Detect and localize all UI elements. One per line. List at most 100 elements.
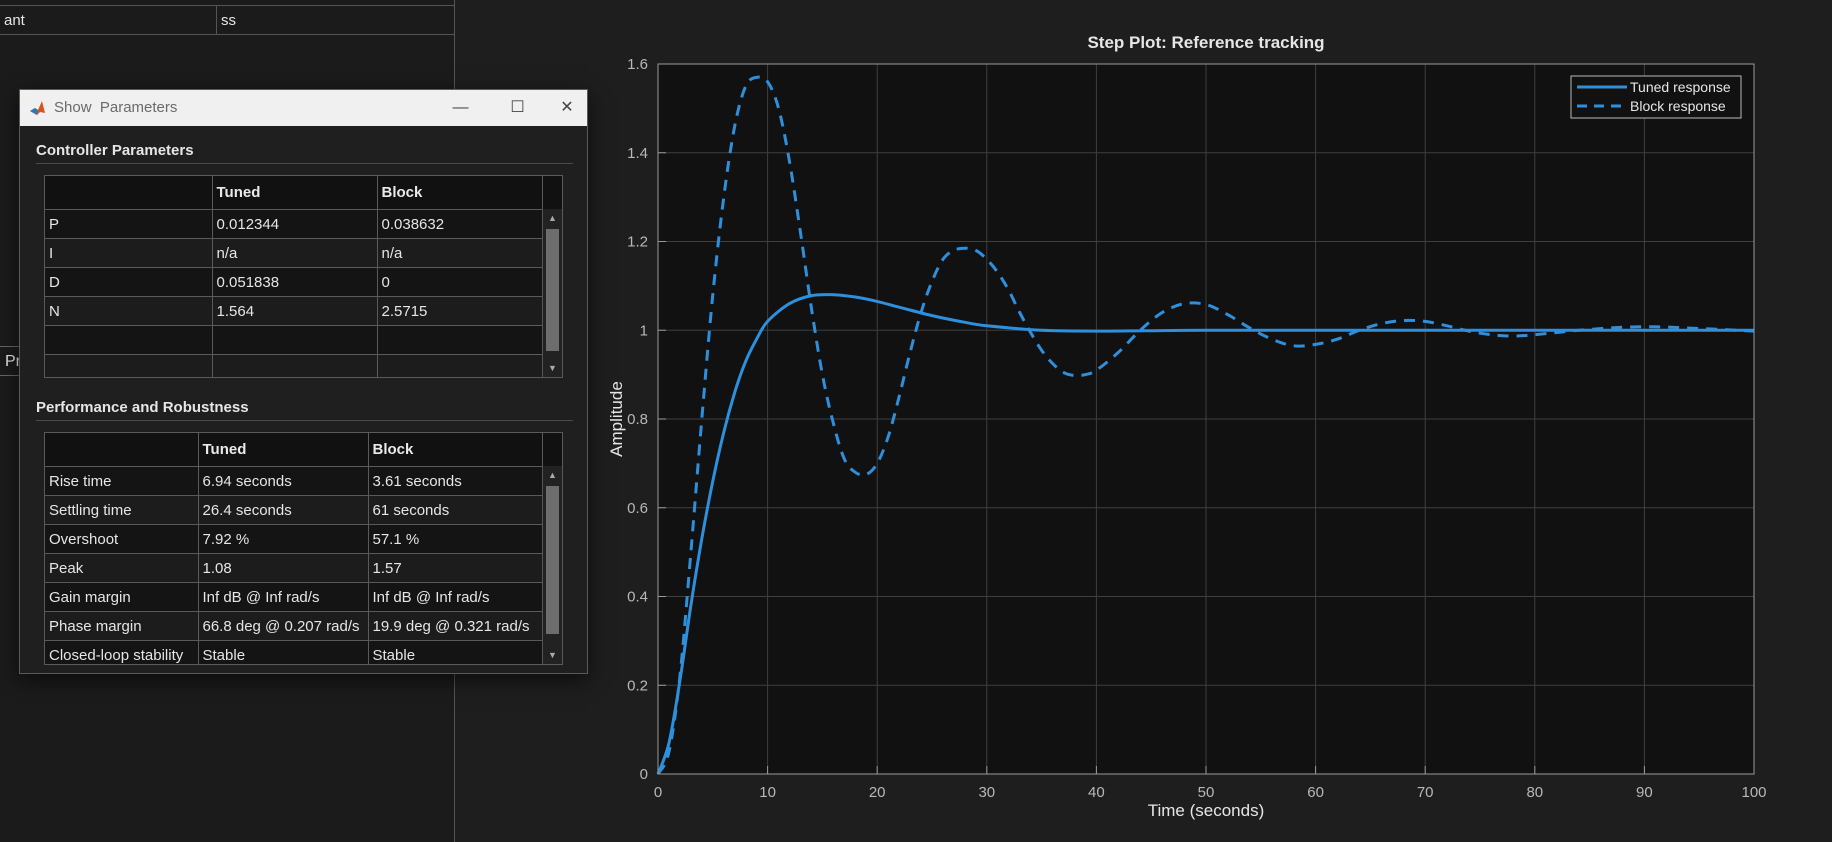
- x-tick-label: 100: [1741, 784, 1766, 801]
- table-cell: Inf dB @ Inf rad/s: [368, 582, 543, 612]
- column-header: [45, 433, 199, 467]
- section-divider: [36, 163, 573, 164]
- legend[interactable]: Tuned response Block response: [1570, 75, 1742, 119]
- table-cell: 0: [377, 267, 543, 297]
- x-tick-label: 50: [1198, 784, 1215, 801]
- step-plot[interactable]: 0 10 20 30 40 50 60 70 80 90 100 0 0.2 0.4 0.6 0.8 1 1.2 1…: [462, 0, 1832, 842]
- grid-lines: [657, 63, 1755, 775]
- column-header: Tuned: [212, 176, 378, 210]
- scrollbar-thumb[interactable]: [546, 486, 559, 634]
- table-row[interactable]: Closed-loop stability Stable Stable: [45, 640, 543, 664]
- close-button[interactable]: ✕: [547, 90, 587, 126]
- table-cell: 66.8 deg @ 0.207 rad/s: [198, 611, 369, 641]
- table-cell: 26.4 seconds: [198, 495, 369, 525]
- x-axis-label: Time (seconds): [1148, 801, 1265, 820]
- table-cell: P: [45, 209, 213, 239]
- table-cell: Settling time: [45, 495, 199, 525]
- legend-label-tuned: Tuned response: [1630, 79, 1731, 95]
- show-parameters-dialog[interactable]: Show Parameters — ☐ ✕ Controller Paramet…: [19, 89, 588, 674]
- table-row[interactable]: Settling time 26.4 seconds 61 seconds: [45, 495, 543, 525]
- table-cell: 7.92 %: [198, 524, 369, 554]
- y-tick-label: 1.2: [627, 234, 648, 251]
- table-cell: [212, 325, 378, 355]
- table-cell: 61 seconds: [368, 495, 543, 525]
- y-axis-label: Amplitude: [607, 381, 626, 457]
- table-cell: 0.012344: [212, 209, 378, 239]
- x-tick-label: 10: [759, 784, 776, 801]
- y-tick-label: 0.4: [627, 589, 648, 606]
- background-cell: ant: [0, 5, 217, 35]
- background-cell: ss: [216, 5, 454, 35]
- x-tick-label: 70: [1417, 784, 1434, 801]
- legend-label-block: Block response: [1630, 98, 1726, 114]
- table-cell: Closed-loop stability: [45, 640, 199, 664]
- table-row[interactable]: Phase margin 66.8 deg @ 0.207 rad/s 19.9 d…: [45, 611, 543, 641]
- table-cell: Rise time: [45, 466, 199, 496]
- table-row[interactable]: D 0.051838 0: [45, 267, 543, 297]
- table-row[interactable]: [45, 354, 543, 377]
- table-cell: [212, 354, 378, 377]
- table-cell: I: [45, 238, 213, 268]
- table-cell: Overshoot: [45, 524, 199, 554]
- column-header: Block: [368, 433, 543, 467]
- table-cell: [377, 354, 543, 377]
- scroll-up-icon[interactable]: ▲: [548, 213, 557, 223]
- table-cell: 0.051838: [212, 267, 378, 297]
- table-cell: 1.57: [368, 553, 543, 583]
- x-tick-label: 0: [654, 784, 662, 801]
- column-header: [45, 176, 213, 210]
- scrollbar-thumb[interactable]: [546, 229, 559, 351]
- table-cell: 1.08: [198, 553, 369, 583]
- table-row[interactable]: Overshoot 7.92 % 57.1 %: [45, 524, 543, 554]
- table-cell: Peak: [45, 553, 199, 583]
- table-cell: N: [45, 296, 213, 326]
- scroll-down-icon[interactable]: ▼: [548, 650, 557, 660]
- table-cell: 0.038632: [377, 209, 543, 239]
- minimize-button[interactable]: —: [433, 90, 488, 126]
- table-row[interactable]: P 0.012344 0.038632: [45, 209, 543, 239]
- dialog-titlebar[interactable]: Show Parameters — ☐ ✕: [20, 90, 587, 126]
- matlab-icon: [29, 99, 46, 116]
- y-tick-label: 0: [640, 766, 648, 783]
- x-tick-label: 30: [978, 784, 995, 801]
- x-tick-label: 40: [1088, 784, 1105, 801]
- y-tick-label: 0.2: [627, 677, 648, 694]
- y-tick-label: 1.4: [627, 145, 648, 162]
- table-row[interactable]: ant ss: [0, 5, 454, 35]
- series-group: [656, 75, 1755, 775]
- x-tick-label: 60: [1307, 784, 1324, 801]
- x-tick-label: 80: [1526, 784, 1543, 801]
- scroll-down-icon[interactable]: ▼: [548, 363, 557, 373]
- table-row[interactable]: N 1.564 2.5715: [45, 296, 543, 326]
- y-tick-label: 0.6: [627, 500, 648, 517]
- table-row[interactable]: Rise time 6.94 seconds 3.61 seconds: [45, 466, 543, 496]
- table-row[interactable]: Peak 1.08 1.57: [45, 553, 543, 583]
- table-cell: 3.61 seconds: [368, 466, 543, 496]
- controller-section-title: Controller Parameters: [36, 142, 194, 159]
- table-cell: 57.1 %: [368, 524, 543, 554]
- legend-box: [1570, 75, 1742, 119]
- table-row[interactable]: [45, 325, 543, 355]
- maximize-button[interactable]: ☐: [490, 90, 545, 126]
- performance-section-title: Performance and Robustness: [36, 399, 249, 416]
- table-cell: 6.94 seconds: [198, 466, 369, 496]
- table-cell: n/a: [377, 238, 543, 268]
- series-line-tuned[interactable]: [656, 293, 1754, 775]
- y-tick-label: 1.6: [627, 56, 648, 73]
- table-cell: Gain margin: [45, 582, 199, 612]
- close-icon: ✕: [560, 99, 574, 116]
- table-cell: 1.564: [212, 296, 378, 326]
- maximize-icon: ☐: [510, 99, 525, 116]
- chart-title: Step Plot: Reference tracking: [1087, 33, 1324, 52]
- scroll-up-icon[interactable]: ▲: [548, 470, 557, 480]
- performance-table[interactable]: Tuned Block Rise time 6.94 seconds 3.61 se…: [44, 432, 563, 665]
- table-cell: n/a: [212, 238, 378, 268]
- table-row[interactable]: Gain margin Inf dB @ Inf rad/s Inf dB @ In…: [45, 582, 543, 612]
- column-header: Tuned: [198, 433, 369, 467]
- table-cell: 2.5715: [377, 296, 543, 326]
- table-cell: Inf dB @ Inf rad/s: [198, 582, 369, 612]
- controller-scrollbar[interactable]: ▲ ▼: [542, 209, 562, 377]
- performance-scrollbar[interactable]: ▲ ▼: [542, 466, 562, 664]
